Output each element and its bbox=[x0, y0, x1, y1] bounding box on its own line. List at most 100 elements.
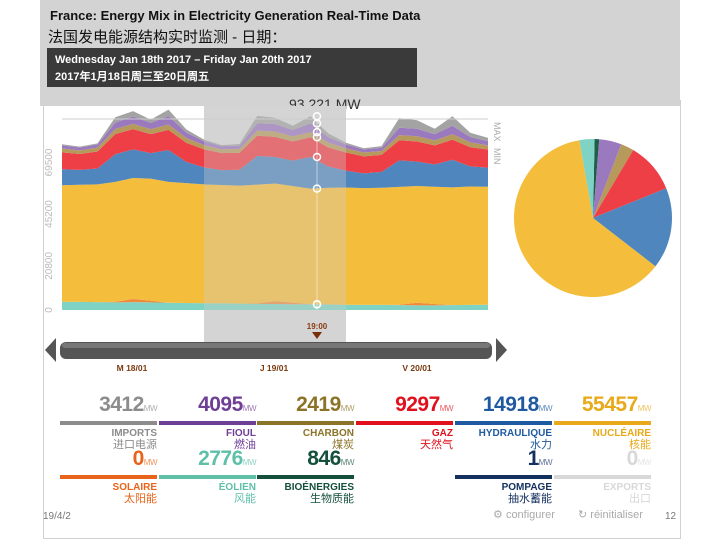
tile-bar bbox=[455, 475, 552, 479]
tile-pompage[interactable]: 1MW POMPAGE 抽水蓄能 bbox=[455, 447, 553, 505]
slider-highlight bbox=[62, 343, 490, 348]
tile-label: CHARBON bbox=[302, 428, 354, 439]
max-label: MAX bbox=[492, 122, 502, 142]
tile-value: 0MW bbox=[132, 447, 158, 470]
slider-day-3[interactable]: V 20/01 bbox=[402, 363, 432, 373]
reset-icon: ↻ bbox=[578, 509, 588, 521]
tile-label: NUCLÉAIRE bbox=[592, 428, 651, 439]
tile-value: 2419MW bbox=[296, 393, 354, 416]
slider-left-arrow-icon[interactable] bbox=[45, 338, 56, 362]
tile-value: 0MW bbox=[626, 447, 652, 470]
tile-label-cn: 生物质能 bbox=[310, 493, 354, 505]
tile-label-cn: 进口电源 bbox=[113, 439, 157, 451]
cursor-time: 19:00 bbox=[307, 322, 328, 331]
cursor-pointer-icon[interactable] bbox=[312, 332, 322, 339]
tile-label: GAZ bbox=[431, 428, 453, 439]
tile-imports[interactable]: 3412MW IMPORTS 进口电源 bbox=[60, 393, 158, 451]
marker-charbon bbox=[312, 127, 322, 137]
tile-label-cn: 煤炭 bbox=[332, 439, 354, 451]
pie-slice-éolien bbox=[579, 139, 595, 218]
area-nucléaire bbox=[62, 177, 488, 306]
tile-hydraulique[interactable]: 14918MW HYDRAULIQUE 水力 bbox=[455, 393, 553, 451]
tile-value: 3412MW bbox=[99, 393, 157, 416]
tile-bar bbox=[554, 421, 651, 425]
footer-date: 19/4/2 bbox=[43, 511, 71, 522]
tile-value: 1MW bbox=[527, 447, 553, 470]
tile-label-cn: 抽水蓄能 bbox=[508, 493, 552, 505]
tile-bar bbox=[356, 421, 453, 425]
area-solaire bbox=[62, 298, 488, 306]
pie-slice-bioénergies bbox=[593, 139, 600, 218]
tile-label: SOLAIRE bbox=[112, 482, 157, 493]
pie-slice-nucléaire bbox=[514, 140, 656, 298]
pie-slice-charbon bbox=[593, 144, 634, 218]
tile-bar bbox=[60, 475, 157, 479]
tile-label-cn: 天然气 bbox=[420, 439, 453, 451]
page-number: 12 bbox=[665, 511, 677, 522]
tile-label-cn: 风能 bbox=[234, 493, 256, 505]
tile-label-cn: 燃油 bbox=[234, 439, 256, 451]
tile-label-cn: 出口 bbox=[629, 493, 651, 505]
tile-bar bbox=[60, 421, 157, 425]
pie-slice-gaz bbox=[593, 150, 667, 218]
tile-bar bbox=[257, 421, 354, 425]
tile-value: 55457MW bbox=[581, 393, 652, 416]
tile-bioénergies[interactable]: 846MW BIOÉNERGIES 生物质能 bbox=[257, 447, 355, 505]
tile-charbon[interactable]: 2419MW CHARBON 煤炭 bbox=[257, 393, 355, 451]
date-range-box: Wednesday Jan 18th 2017 – Friday Jan 20t… bbox=[47, 48, 417, 87]
title: France: Energy Mix in Electricity Genera… bbox=[50, 8, 421, 23]
slide-frame bbox=[43, 100, 681, 539]
marker-nucléaire bbox=[312, 184, 322, 193]
tile-value: 14918MW bbox=[482, 393, 553, 416]
min-label: MIN bbox=[492, 148, 502, 165]
y-tick-label: 45200 bbox=[44, 200, 55, 228]
tile-bar bbox=[159, 421, 256, 425]
y-tick-label: 69500 bbox=[44, 148, 55, 176]
tile-éolien[interactable]: 2776MW ÉOLIEN 风能 bbox=[159, 447, 257, 505]
tile-bar bbox=[554, 475, 651, 479]
tile-label: BIOÉNERGIES bbox=[284, 482, 354, 493]
area-hydraulique bbox=[62, 149, 488, 189]
tile-label: FIOUL bbox=[226, 428, 256, 439]
marker-solaire bbox=[312, 300, 322, 309]
configure-button[interactable]: ⚙ configurer bbox=[493, 509, 555, 521]
slider-right-arrow-icon[interactable] bbox=[496, 338, 507, 362]
y-tick-label: 20800 bbox=[44, 252, 55, 280]
tile-label: EXPORTS bbox=[603, 482, 651, 493]
tile-bar bbox=[455, 421, 552, 425]
tile-value: 9297MW bbox=[395, 393, 453, 416]
tile-solaire[interactable]: 0MW SOLAIRE 太阳能 bbox=[60, 447, 158, 505]
tile-label-cn: 水力 bbox=[530, 439, 552, 451]
tile-label: HYDRAULIQUE bbox=[478, 428, 552, 439]
marker-gaz bbox=[312, 133, 322, 142]
gear-icon: ⚙ bbox=[493, 509, 503, 521]
tile-value: 2776MW bbox=[198, 447, 256, 470]
tile-value: 846MW bbox=[307, 447, 354, 470]
tile-label-cn: 太阳能 bbox=[124, 493, 157, 505]
marker-hydraulique bbox=[312, 152, 322, 162]
area-fioul bbox=[62, 116, 488, 153]
pie-slice-hydraulique bbox=[593, 188, 672, 267]
tile-exports[interactable]: 0MW EXPORTS 出口 bbox=[554, 447, 652, 505]
tile-label: POMPAGE bbox=[501, 482, 552, 493]
tile-label: ÉOLIEN bbox=[218, 482, 256, 493]
tile-label: IMPORTS bbox=[111, 428, 157, 439]
marker-imports bbox=[312, 111, 322, 121]
selected-day-overlay bbox=[204, 106, 346, 342]
tile-value: 4095MW bbox=[198, 393, 256, 416]
tile-bar bbox=[159, 475, 256, 479]
tile-label-cn: 核能 bbox=[629, 439, 651, 451]
slider-day-1[interactable]: M 18/01 bbox=[117, 363, 148, 373]
y-tick-label: 0 bbox=[44, 307, 55, 313]
title-cn: 法国发电能源结构实时监测 - 日期： bbox=[48, 29, 287, 46]
area-éolien bbox=[62, 301, 488, 310]
tile-gaz[interactable]: 9297MW GAZ 天然气 bbox=[356, 393, 454, 451]
area-charbon bbox=[62, 123, 488, 157]
header: France: Energy Mix in Electricity Genera… bbox=[40, 0, 680, 106]
reset-button[interactable]: ↻ réinitialiser bbox=[578, 509, 643, 521]
tile-nucléaire[interactable]: 55457MW NUCLÉAIRE 核能 bbox=[554, 393, 652, 451]
area-gaz bbox=[62, 129, 488, 174]
slider-day-2[interactable]: J 19/01 bbox=[260, 363, 289, 373]
tile-fioul[interactable]: 4095MW FIOUL 燃油 bbox=[159, 393, 257, 451]
